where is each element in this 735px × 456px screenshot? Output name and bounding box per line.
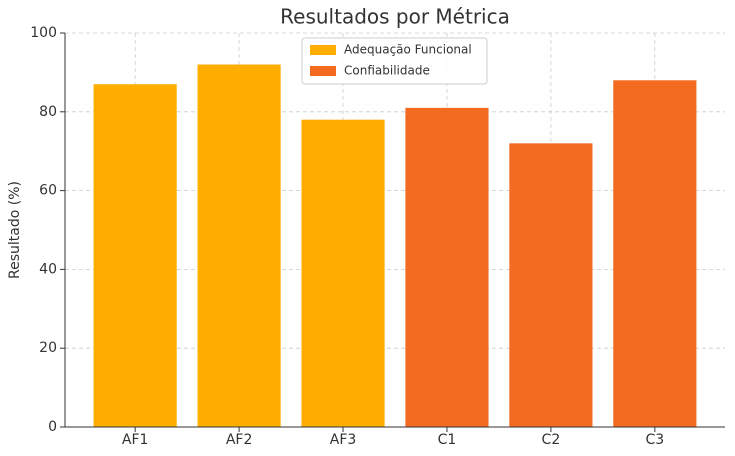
y-tick-label: 80	[39, 104, 57, 120]
x-tick-label: C1	[438, 432, 457, 448]
y-tick-label: 100	[30, 25, 57, 41]
legend-swatch	[310, 45, 336, 55]
bar	[197, 64, 281, 428]
bar	[509, 143, 593, 427]
bar	[301, 119, 385, 428]
y-tick-label: 0	[48, 419, 57, 435]
x-tick-label: AF1	[122, 432, 149, 448]
x-tick-label: C2	[542, 432, 561, 448]
y-tick-label: 60	[39, 183, 57, 199]
legend-box	[301, 37, 488, 85]
x-tick-label: AF2	[226, 432, 253, 448]
bar	[405, 107, 489, 428]
x-tick-label: AF3	[330, 432, 357, 448]
bar	[613, 80, 697, 427]
legend-label: Adequação Funcional	[344, 43, 472, 57]
y-tick-label: 40	[39, 261, 57, 277]
y-axis-label: Resultado (%)	[7, 181, 23, 279]
y-tick-label: 20	[39, 340, 57, 356]
x-tick-label: C3	[645, 432, 664, 448]
legend-swatch	[310, 66, 336, 76]
legend-label: Confiabilidade	[344, 64, 430, 78]
bar	[93, 84, 177, 427]
chart-title: Resultados por Métrica	[280, 5, 510, 29]
